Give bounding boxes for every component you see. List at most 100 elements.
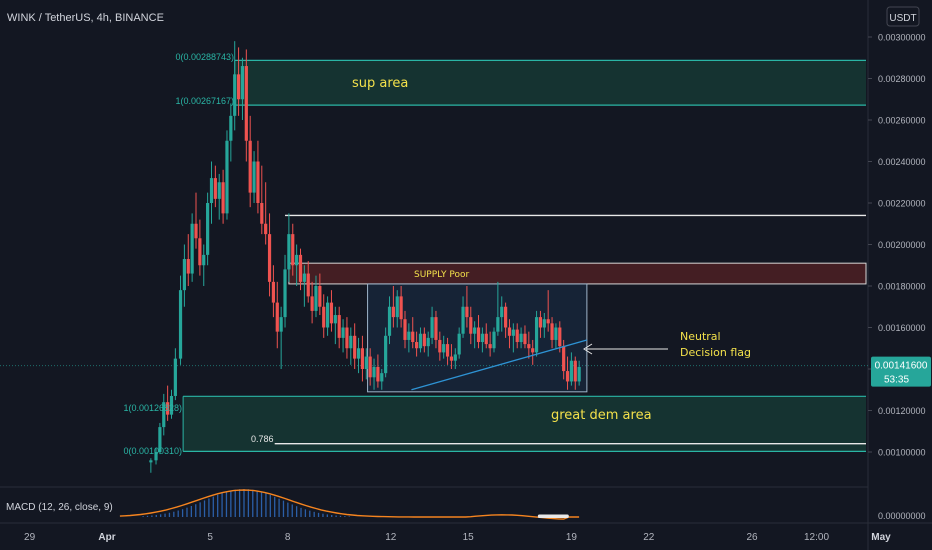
candle[interactable]: [453, 348, 457, 369]
candle[interactable]: [504, 302, 508, 338]
currency-button-frame[interactable]: [886, 6, 920, 27]
candle[interactable]: [186, 234, 190, 286]
candle[interactable]: [206, 192, 210, 266]
candle[interactable]: [550, 317, 554, 349]
candle[interactable]: [387, 296, 392, 345]
candle[interactable]: [279, 306, 283, 369]
candle[interactable]: [542, 312, 546, 338]
candle[interactable]: [465, 286, 469, 328]
candle[interactable]: [488, 331, 492, 357]
candle[interactable]: [411, 317, 415, 349]
candle[interactable]: [376, 354, 380, 388]
candle[interactable]: [302, 265, 306, 307]
candle[interactable]: [310, 281, 314, 324]
candle[interactable]: [573, 356, 577, 390]
candle[interactable]: [480, 327, 484, 353]
candle[interactable]: [565, 356, 570, 390]
candle[interactable]: [333, 306, 337, 345]
candle[interactable]: [496, 281, 500, 336]
candle[interactable]: [306, 261, 310, 303]
candle[interactable]: [469, 306, 473, 345]
candle[interactable]: [225, 130, 229, 220]
candle[interactable]: [476, 315, 481, 349]
candle[interactable]: [244, 49, 248, 162]
candle[interactable]: [577, 360, 581, 386]
sup-area-zone[interactable]: [234, 60, 866, 106]
candle[interactable]: [364, 348, 368, 380]
candle[interactable]: [213, 165, 217, 208]
candle[interactable]: [209, 161, 214, 224]
symbol-title[interactable]: WINK / TetherUS, 4h, BINANCE: [7, 12, 164, 24]
candle[interactable]: [275, 281, 279, 349]
candle[interactable]: [260, 165, 264, 235]
candle[interactable]: [345, 317, 349, 359]
candle[interactable]: [384, 327, 388, 378]
candle[interactable]: [162, 393, 166, 436]
candle[interactable]: [337, 306, 341, 349]
candle[interactable]: [194, 192, 198, 249]
candle[interactable]: [248, 115, 252, 208]
candle[interactable]: [202, 244, 206, 287]
candle[interactable]: [166, 385, 170, 421]
candle[interactable]: [291, 223, 295, 276]
candle[interactable]: [511, 323, 515, 353]
candle[interactable]: [457, 327, 461, 359]
candle[interactable]: [318, 273, 322, 316]
candle[interactable]: [190, 213, 194, 282]
candle[interactable]: [426, 331, 430, 357]
candle[interactable]: [554, 323, 558, 349]
candle[interactable]: [372, 358, 376, 390]
candle[interactable]: [217, 173, 221, 220]
candle[interactable]: [240, 57, 245, 120]
candle[interactable]: [229, 103, 233, 162]
price-axis[interactable]: 0.00300000 0.00280000 0.00260000 0.00240000…: [868, 33, 926, 458]
candle[interactable]: [395, 290, 399, 328]
candle[interactable]: [360, 335, 365, 382]
dem-area-zone[interactable]: [183, 396, 867, 452]
candle[interactable]: [515, 323, 519, 349]
supply-poor-zone[interactable]: [288, 262, 867, 285]
candle[interactable]: [461, 296, 465, 338]
candle[interactable]: [182, 244, 186, 307]
candle[interactable]: [434, 310, 438, 349]
ascending-trendline[interactable]: [411, 339, 588, 391]
candle[interactable]: [314, 275, 318, 318]
candle[interactable]: [349, 327, 353, 365]
candle[interactable]: [546, 290, 550, 332]
candle[interactable]: [178, 275, 183, 365]
candle[interactable]: [329, 290, 334, 332]
candle[interactable]: [252, 151, 256, 203]
candle[interactable]: [531, 339, 535, 365]
candle[interactable]: [500, 296, 504, 332]
candle[interactable]: [295, 244, 299, 287]
candle[interactable]: [325, 296, 330, 336]
currency-button-label[interactable]: USDT: [889, 13, 916, 24]
candle[interactable]: [438, 331, 442, 361]
candle[interactable]: [169, 389, 174, 419]
candle[interactable]: [534, 310, 539, 357]
candle[interactable]: [569, 352, 573, 386]
candle[interactable]: [507, 319, 512, 349]
candle[interactable]: [267, 213, 272, 297]
candle[interactable]: [473, 321, 477, 349]
candle[interactable]: [322, 294, 326, 338]
candle[interactable]: [287, 213, 291, 282]
candle[interactable]: [523, 325, 527, 349]
candle[interactable]: [415, 331, 419, 357]
candle[interactable]: [298, 248, 303, 291]
candle[interactable]: [173, 348, 177, 401]
candle[interactable]: [341, 319, 345, 353]
time-axis[interactable]: 29 Apr 5 8 12 15 19 22 26 12:00 May: [24, 532, 891, 543]
candle[interactable]: [380, 369, 384, 390]
candle[interactable]: [149, 458, 153, 473]
candle[interactable]: [403, 310, 407, 349]
candle[interactable]: [283, 254, 287, 328]
currency-button[interactable]: USDT: [886, 6, 920, 27]
candle[interactable]: [368, 348, 372, 386]
candle[interactable]: [158, 422, 162, 455]
candle[interactable]: [407, 323, 411, 353]
candle[interactable]: [221, 169, 225, 224]
candle[interactable]: [353, 323, 357, 369]
candle[interactable]: [418, 327, 423, 353]
